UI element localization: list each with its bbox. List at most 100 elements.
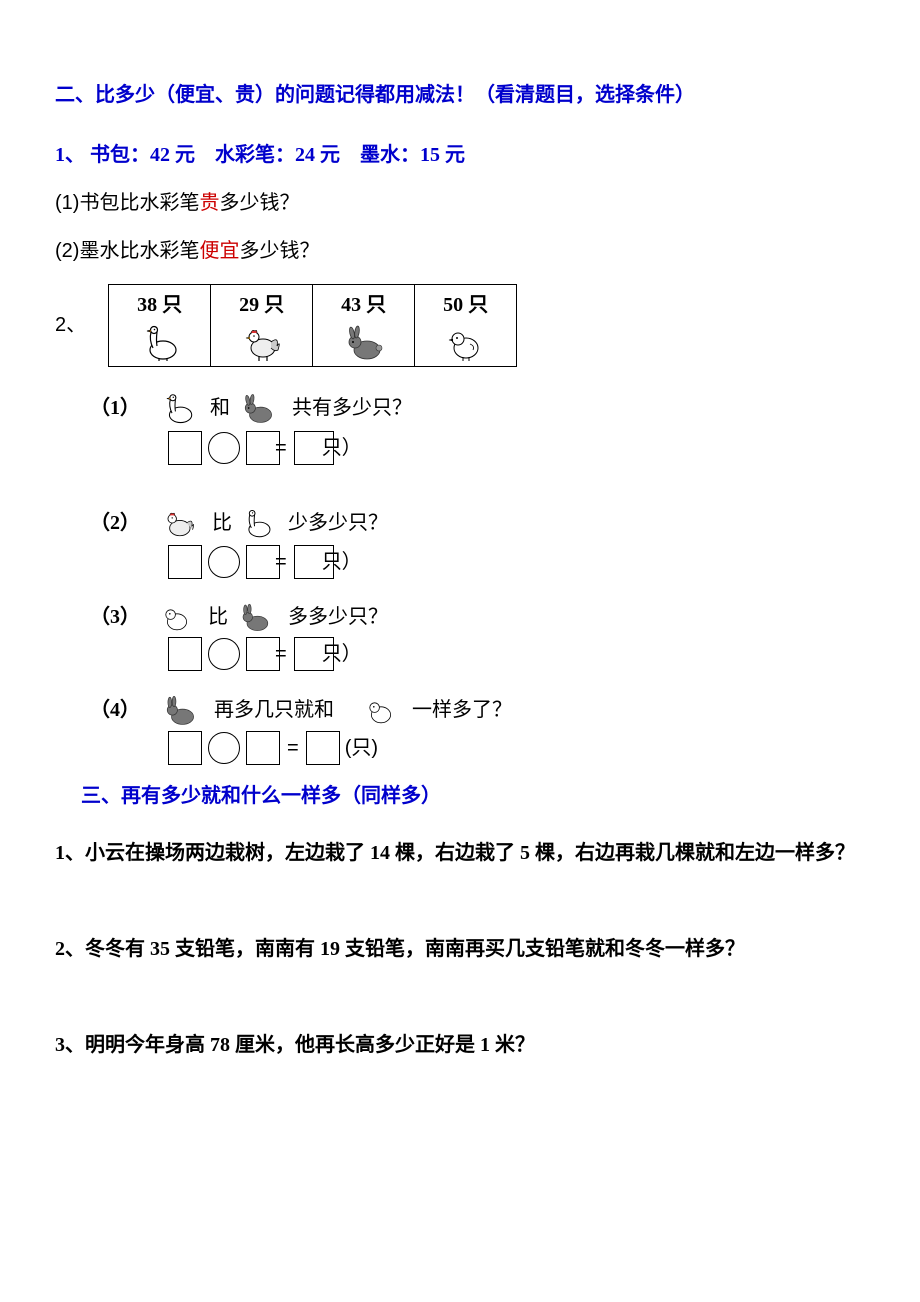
s3-q3-b: 明明今年身高 (85, 1034, 210, 1056)
rabbit-icon (343, 322, 385, 362)
subq3-num: （3） (90, 602, 140, 632)
blank-circle[interactable] (208, 638, 240, 670)
chick-icon (445, 322, 487, 362)
s3-q3-num: 3、 (55, 1034, 85, 1056)
rooster-icon (241, 322, 283, 362)
cell-rooster: 29 只 (211, 285, 313, 367)
problem2-wrapper: 2、 38 只 29 只 (55, 284, 865, 367)
s3-q1-b: 小云在操场两边栽树，左边栽了 (85, 842, 370, 864)
subq2-mid: 比 (212, 508, 232, 538)
section3-title: 三、再有多少就和什么一样多（同样多） (81, 781, 865, 811)
blank-box[interactable] (168, 731, 202, 765)
subq3-row: （3） 比 多多少只？ (90, 601, 865, 633)
s3-q2-b: 冬冬有 (85, 938, 150, 960)
s3-q1-d: 棵，右边栽了 (390, 842, 520, 864)
eq1-row: = 只） (165, 431, 865, 465)
s3-q2-d: 支铅笔，南南有 (170, 938, 320, 960)
count-goose: 38 只 (113, 290, 206, 320)
s3-q1-num: 1、 (55, 842, 85, 864)
p1-item1c: 元 (170, 144, 195, 166)
count-chick: 50 只 (419, 290, 512, 320)
s3-q1-c: 14 (370, 842, 390, 864)
subq4-row: （4） 再多几只就和 一样多了？ (90, 693, 865, 727)
p1-label: 1、 (55, 144, 85, 166)
s3-q2-f: 支铅笔，南南再买几支铅笔就和冬冬一样多？ (340, 938, 745, 960)
cell-chick: 50 只 (415, 285, 517, 367)
subq4-num: （4） (90, 695, 140, 725)
rooster-icon (160, 506, 198, 540)
count-rabbit: 43 只 (317, 290, 410, 320)
eq3-row: = 只） (165, 637, 865, 671)
goose-icon (160, 389, 196, 427)
goose-icon (139, 322, 181, 362)
unit-text: (只) (345, 733, 378, 763)
problem1-line: 1、 书包：42 元 水彩笔：24 元 墨水：15 元 (55, 140, 865, 170)
eq-sign: = (275, 639, 287, 669)
s3-q2: 2、冬冬有 35 支铅笔，南南有 19 支铅笔，南南再买几支铅笔就和冬冬一样多？ (55, 929, 865, 969)
blank-box[interactable] (168, 637, 202, 671)
s3-q2-num: 2、 (55, 938, 85, 960)
p1-q1-red: 贵 (199, 192, 219, 214)
goose-icon (240, 505, 274, 541)
p1-item3b: 15 (420, 144, 440, 166)
p1-item3c: 元 (440, 144, 465, 166)
rabbit-icon (160, 693, 200, 727)
p1-q1: (1)书包比水彩笔贵多少钱？ (55, 188, 865, 218)
subq4-q: 一样多了？ (412, 695, 512, 725)
subq4-mid: 再多几只就和 (214, 695, 334, 725)
s3-q3-c: 78 (210, 1034, 230, 1056)
s3-q3-e: 1 (480, 1034, 490, 1056)
p1-item2b: 24 (295, 144, 315, 166)
s3-q1: 1、小云在操场两边栽树，左边栽了 14 棵，右边栽了 5 棵，右边再栽几棵就和左… (55, 833, 865, 873)
unit-text: 只） (322, 639, 362, 669)
p1-item2a: 水彩笔： (215, 144, 295, 166)
s3-q3-f: 米？ (490, 1034, 535, 1056)
eq-sign: = (287, 733, 299, 763)
s3-q2-c: 35 (150, 938, 170, 960)
chick-icon (160, 601, 194, 633)
s3-q3: 3、明明今年身高 78 厘米，他再长高多少正好是 1 米？ (55, 1025, 865, 1065)
subq1-row: （1） 和 共有多少只？ (90, 389, 865, 427)
p1-q2-post: 多少钱？ (239, 240, 319, 262)
p1-q1-pre: (1)书包比水彩笔 (55, 192, 199, 214)
subq2-num: （2） (90, 508, 140, 538)
animal-table: 38 只 29 只 (108, 284, 517, 367)
blank-circle[interactable] (208, 732, 240, 764)
subq2-row: （2） 比 少多少只？ (90, 505, 865, 541)
p1-q2-red: 便宜 (199, 240, 239, 262)
s3-q1-f: 棵，右边再栽几棵就和左边一样多？ (530, 842, 855, 864)
blank-circle[interactable] (208, 546, 240, 578)
blank-box[interactable] (168, 545, 202, 579)
eq-sign: = (275, 547, 287, 577)
section2-title: 二、比多少（便宜、贵）的问题记得都用减法！（看清题目，选择条件） (55, 80, 865, 110)
eq-sign: = (275, 433, 287, 463)
s3-q3-d: 厘米，他再长高多少正好是 (230, 1034, 480, 1056)
blank-circle[interactable] (208, 432, 240, 464)
p1-q2: (2)墨水比水彩笔便宜多少钱？ (55, 236, 865, 266)
p2-label: 2、 (55, 310, 86, 340)
p1-item3a: 墨水： (360, 144, 420, 166)
chick-icon (364, 694, 398, 726)
count-rooster: 29 只 (215, 290, 308, 320)
p1-item2c: 元 (315, 144, 340, 166)
subq1-q: 共有多少只？ (292, 393, 412, 423)
subq1-num: （1） (90, 393, 140, 423)
eq4-row: = (只) (165, 731, 865, 765)
blank-box[interactable] (246, 731, 280, 765)
p1-q1-post: 多少钱？ (219, 192, 299, 214)
cell-rabbit: 43 只 (313, 285, 415, 367)
p1-item1b: 42 (150, 144, 170, 166)
blank-box[interactable] (306, 731, 340, 765)
s3-q1-e: 5 (520, 842, 530, 864)
eq2-row: = 只） (165, 545, 865, 579)
s3-q2-e: 19 (320, 938, 340, 960)
unit-text: 只） (322, 547, 362, 577)
subq3-mid: 比 (208, 602, 228, 632)
subq1-mid: 和 (210, 393, 230, 423)
rabbit-icon (236, 601, 274, 633)
blank-box[interactable] (168, 431, 202, 465)
p1-q2-pre: (2)墨水比水彩笔 (55, 240, 199, 262)
rabbit-icon (238, 391, 278, 425)
subq2-q: 少多少只？ (288, 508, 388, 538)
subq3-q: 多多少只？ (288, 602, 388, 632)
